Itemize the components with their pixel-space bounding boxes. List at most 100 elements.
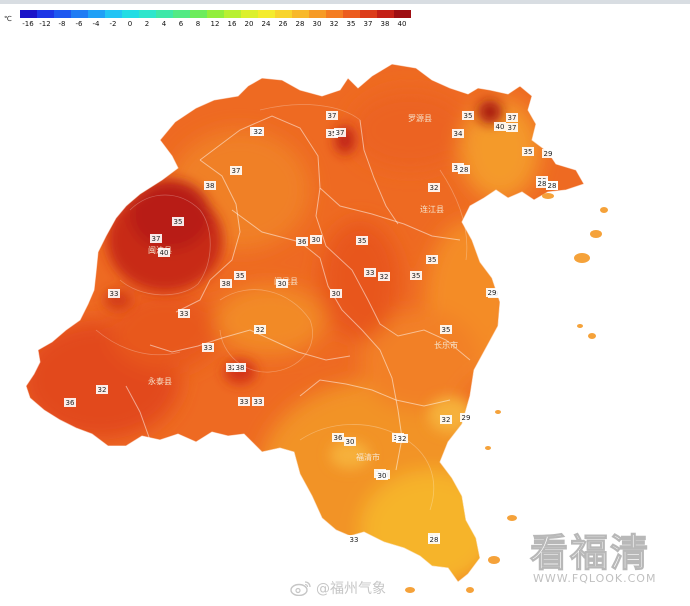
value-background [410, 271, 422, 280]
temperature-value-text: 35 [174, 218, 183, 226]
temperature-value-text: 38 [222, 280, 231, 288]
temperature-value: 35 [356, 236, 368, 245]
value-background [506, 123, 518, 132]
value-background [204, 181, 216, 190]
value-background [254, 325, 266, 334]
legend-tick-label: 8 [195, 20, 201, 28]
county-label: 长乐市 [434, 340, 458, 350]
value-background [64, 398, 76, 407]
value-background [452, 129, 464, 138]
temperature-value-text: 32 [98, 386, 107, 394]
value-background [428, 183, 440, 192]
island [488, 556, 500, 564]
temperature-value-text: 35 [428, 256, 437, 264]
temperature-value: 33 [238, 397, 250, 406]
value-background [536, 179, 548, 188]
temperature-value-text: 35 [358, 237, 367, 245]
temperature-value-text: 33 [240, 398, 249, 406]
temperature-value: 28 [536, 179, 548, 188]
legend-tick-label: -12 [39, 20, 51, 28]
temperature-value-text: 33 [254, 398, 263, 406]
legend-swatch [309, 10, 326, 18]
temperature-value-text: 33 [350, 536, 359, 544]
temperature-value: 36 [332, 433, 344, 442]
legend-swatch [326, 10, 343, 18]
temperature-value-text: 29 [544, 150, 553, 158]
temperature-value-text: 33 [110, 290, 119, 298]
temperature-value-text: 35 [524, 148, 533, 156]
value-background [458, 165, 470, 174]
temperature-map: 罗源县连江县闽清县闽侯县永泰县长乐市福清市 373537323435374037… [25, 63, 608, 593]
value-background [172, 217, 184, 226]
temperature-value: 33 [348, 535, 360, 544]
temperature-value: 32 [252, 127, 264, 136]
temperature-value-text: 37 [336, 129, 345, 137]
value-background [426, 255, 438, 264]
temperature-value-text: 37 [152, 235, 161, 243]
temperature-value-text: 35 [442, 326, 451, 334]
island [600, 207, 608, 213]
weibo-icon [290, 581, 311, 596]
value-background [226, 363, 238, 372]
temperature-value-text: 33 [180, 310, 189, 318]
value-background [506, 113, 518, 122]
source-handle: @福州气象 [316, 581, 386, 597]
temperature-value-text: 32 [380, 273, 389, 281]
legend-tick-label: 24 [261, 20, 271, 28]
temperature-value-text: 32 [442, 416, 451, 424]
value-background [330, 289, 342, 298]
value-background [238, 397, 250, 406]
temperature-value: 37 [230, 166, 242, 175]
legend-tick-label: 4 [161, 20, 167, 28]
value-background [332, 433, 344, 442]
temperature-value: 32 [226, 363, 238, 372]
temperature-value-text: 38 [206, 182, 215, 190]
legend-swatch [37, 10, 54, 18]
island [574, 253, 590, 263]
island [485, 446, 491, 450]
temperature-value-text: 30 [332, 290, 341, 298]
value-background [356, 236, 368, 245]
temperature-value-text: 32 [430, 184, 439, 192]
temperature-value: 35 [522, 147, 534, 156]
value-background [296, 237, 308, 246]
value-background [276, 279, 288, 288]
legend-tick-label: 16 [227, 20, 237, 28]
value-background [234, 363, 246, 372]
temperature-value: 32 [378, 272, 390, 281]
legend-swatch [105, 10, 122, 18]
temperature-value-text: 38 [236, 364, 245, 372]
legend-swatch [207, 10, 224, 18]
temperature-value-text: 37 [232, 167, 241, 175]
source-credit: @福州气象 [290, 578, 386, 598]
temperature-value-text: 34 [454, 130, 463, 138]
temperature-value-text: 35 [412, 272, 421, 280]
county-borders [125, 115, 471, 471]
value-background [234, 271, 246, 280]
value-background [396, 434, 408, 443]
temperature-value-text: 32 [256, 326, 265, 334]
temperature-value-text: 29 [488, 289, 497, 297]
temperature-legend: ℃ -16 -12 -8 -6 -4 -2 0 2 4 6 8 12 16 20 24 26 28 30 32 35 3… [0, 8, 420, 32]
legend-tick-label: -16 [22, 20, 34, 28]
temperature-value: 29 [460, 413, 472, 422]
value-background [96, 385, 108, 394]
temperature-value-text: 29 [462, 414, 471, 422]
temperature-value-text: 37 [508, 114, 517, 122]
legend-tick-label: 12 [210, 20, 220, 28]
temperature-value: 33 [252, 397, 264, 406]
island [577, 324, 583, 328]
value-background [158, 248, 170, 257]
county-label: 罗源县 [408, 114, 432, 123]
value-background [460, 413, 472, 422]
legend-swatch [275, 10, 292, 18]
temperature-value-text: 37 [508, 124, 517, 132]
legend-swatch [360, 10, 377, 18]
legend-tick-label: 30 [312, 20, 322, 28]
value-background [462, 111, 474, 120]
temperature-value: 33 [178, 309, 190, 318]
legend-tick-label: 35 [346, 20, 356, 28]
value-background [252, 127, 264, 136]
temperature-value: 40 [494, 122, 506, 131]
legend-swatch [258, 10, 275, 18]
